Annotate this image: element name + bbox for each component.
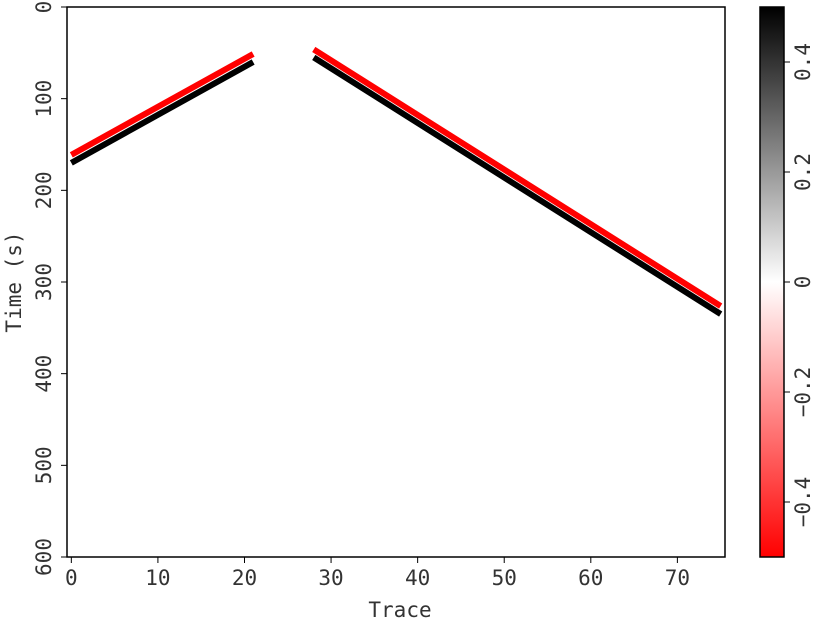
y-tick-label: 0 xyxy=(32,1,56,14)
plot-area xyxy=(67,7,725,557)
colorbar-tick-label: −0.2 xyxy=(791,367,815,418)
y-tick-label: 300 xyxy=(32,263,56,301)
x-tick-label: 30 xyxy=(318,566,343,590)
colorbar xyxy=(759,6,785,558)
x-tick-label: 0 xyxy=(65,566,78,590)
event-peak xyxy=(69,59,255,166)
x-tick-label: 20 xyxy=(232,566,257,590)
y-tick-label: 400 xyxy=(32,355,56,393)
y-tick-label: 600 xyxy=(32,538,56,576)
x-tick-label: 70 xyxy=(665,566,690,590)
event-trough xyxy=(312,46,723,309)
event-trough xyxy=(69,51,255,158)
y-tick-label: 200 xyxy=(32,171,56,209)
y-tick-label: 100 xyxy=(32,80,56,118)
x-tick-label: 10 xyxy=(145,566,170,590)
colorbar-tick-label: 0 xyxy=(791,276,815,289)
event-peak xyxy=(312,54,723,317)
x-axis-label: Trace xyxy=(368,598,431,622)
y-axis-label: Time (s) xyxy=(2,231,26,332)
colorbar-tick-label: 0.4 xyxy=(791,43,815,81)
colorbar-tick-label: −0.4 xyxy=(791,477,815,528)
x-tick-label: 50 xyxy=(492,566,517,590)
x-tick-label: 40 xyxy=(405,566,430,590)
colorbar-tick-label: 0.2 xyxy=(791,153,815,191)
x-tick-label: 60 xyxy=(578,566,603,590)
y-tick-label: 500 xyxy=(32,446,56,484)
